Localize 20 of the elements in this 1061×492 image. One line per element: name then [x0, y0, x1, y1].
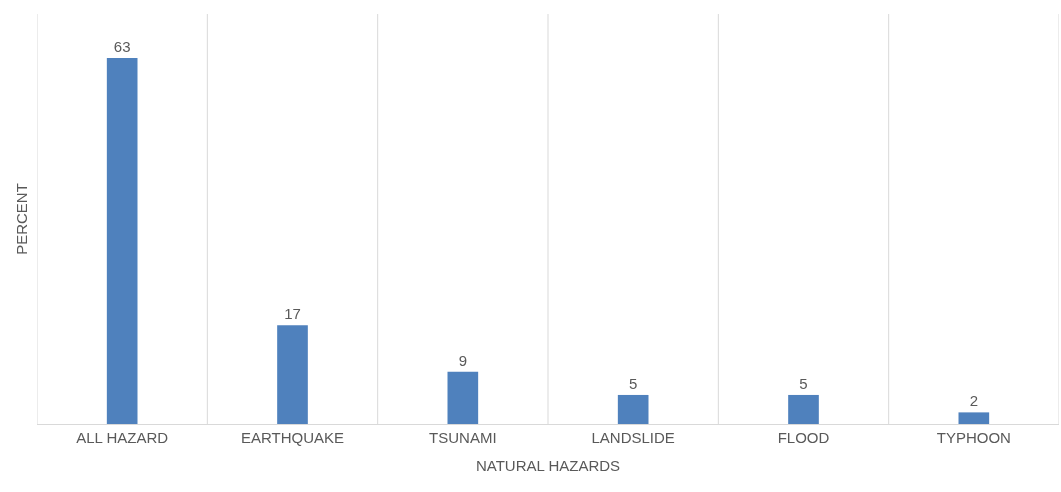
data-label: 5 [799, 374, 808, 392]
x-tick-label: FLOOD [777, 429, 830, 446]
x-tick-label: ALL HAZARD [76, 429, 169, 446]
bar [277, 325, 308, 424]
bar [958, 412, 990, 424]
data-label: 2 [969, 392, 978, 410]
bar [447, 371, 479, 424]
x-tick-label: LANDSLIDE [591, 429, 675, 446]
data-label: 63 [113, 37, 131, 55]
data-label: 9 [458, 351, 467, 369]
x-tick-label: EARTHQUAKE [240, 429, 345, 446]
bar [788, 394, 819, 424]
data-label: 17 [284, 305, 301, 323]
x-tick-label: TYPHOON [936, 429, 1011, 446]
bar [106, 57, 138, 424]
data-label: 5 [629, 374, 638, 392]
x-axis-title: NATURAL HAZARDS [475, 457, 621, 474]
bar [617, 394, 649, 424]
x-tick-label: TSUNAMI [429, 429, 497, 446]
y-axis-title: PERCENT [13, 183, 31, 255]
